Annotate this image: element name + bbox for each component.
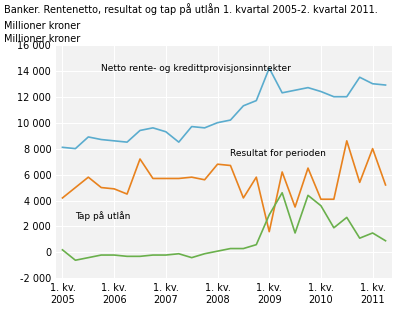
Text: Millioner kroner: Millioner kroner xyxy=(4,34,80,44)
Text: Tap på utlån: Tap på utlån xyxy=(75,211,131,221)
Text: Netto rente- og kredittprovisjonsinntekter: Netto rente- og kredittprovisjonsinntekt… xyxy=(101,64,291,73)
Text: Banker. Rentenetto, resultat og tap på utlån 1. kvartal 2005-2. kvartal 2011.: Banker. Rentenetto, resultat og tap på u… xyxy=(4,3,378,15)
Text: Millioner kroner: Millioner kroner xyxy=(4,21,80,31)
Text: Resultat for perioden: Resultat for perioden xyxy=(230,148,326,158)
